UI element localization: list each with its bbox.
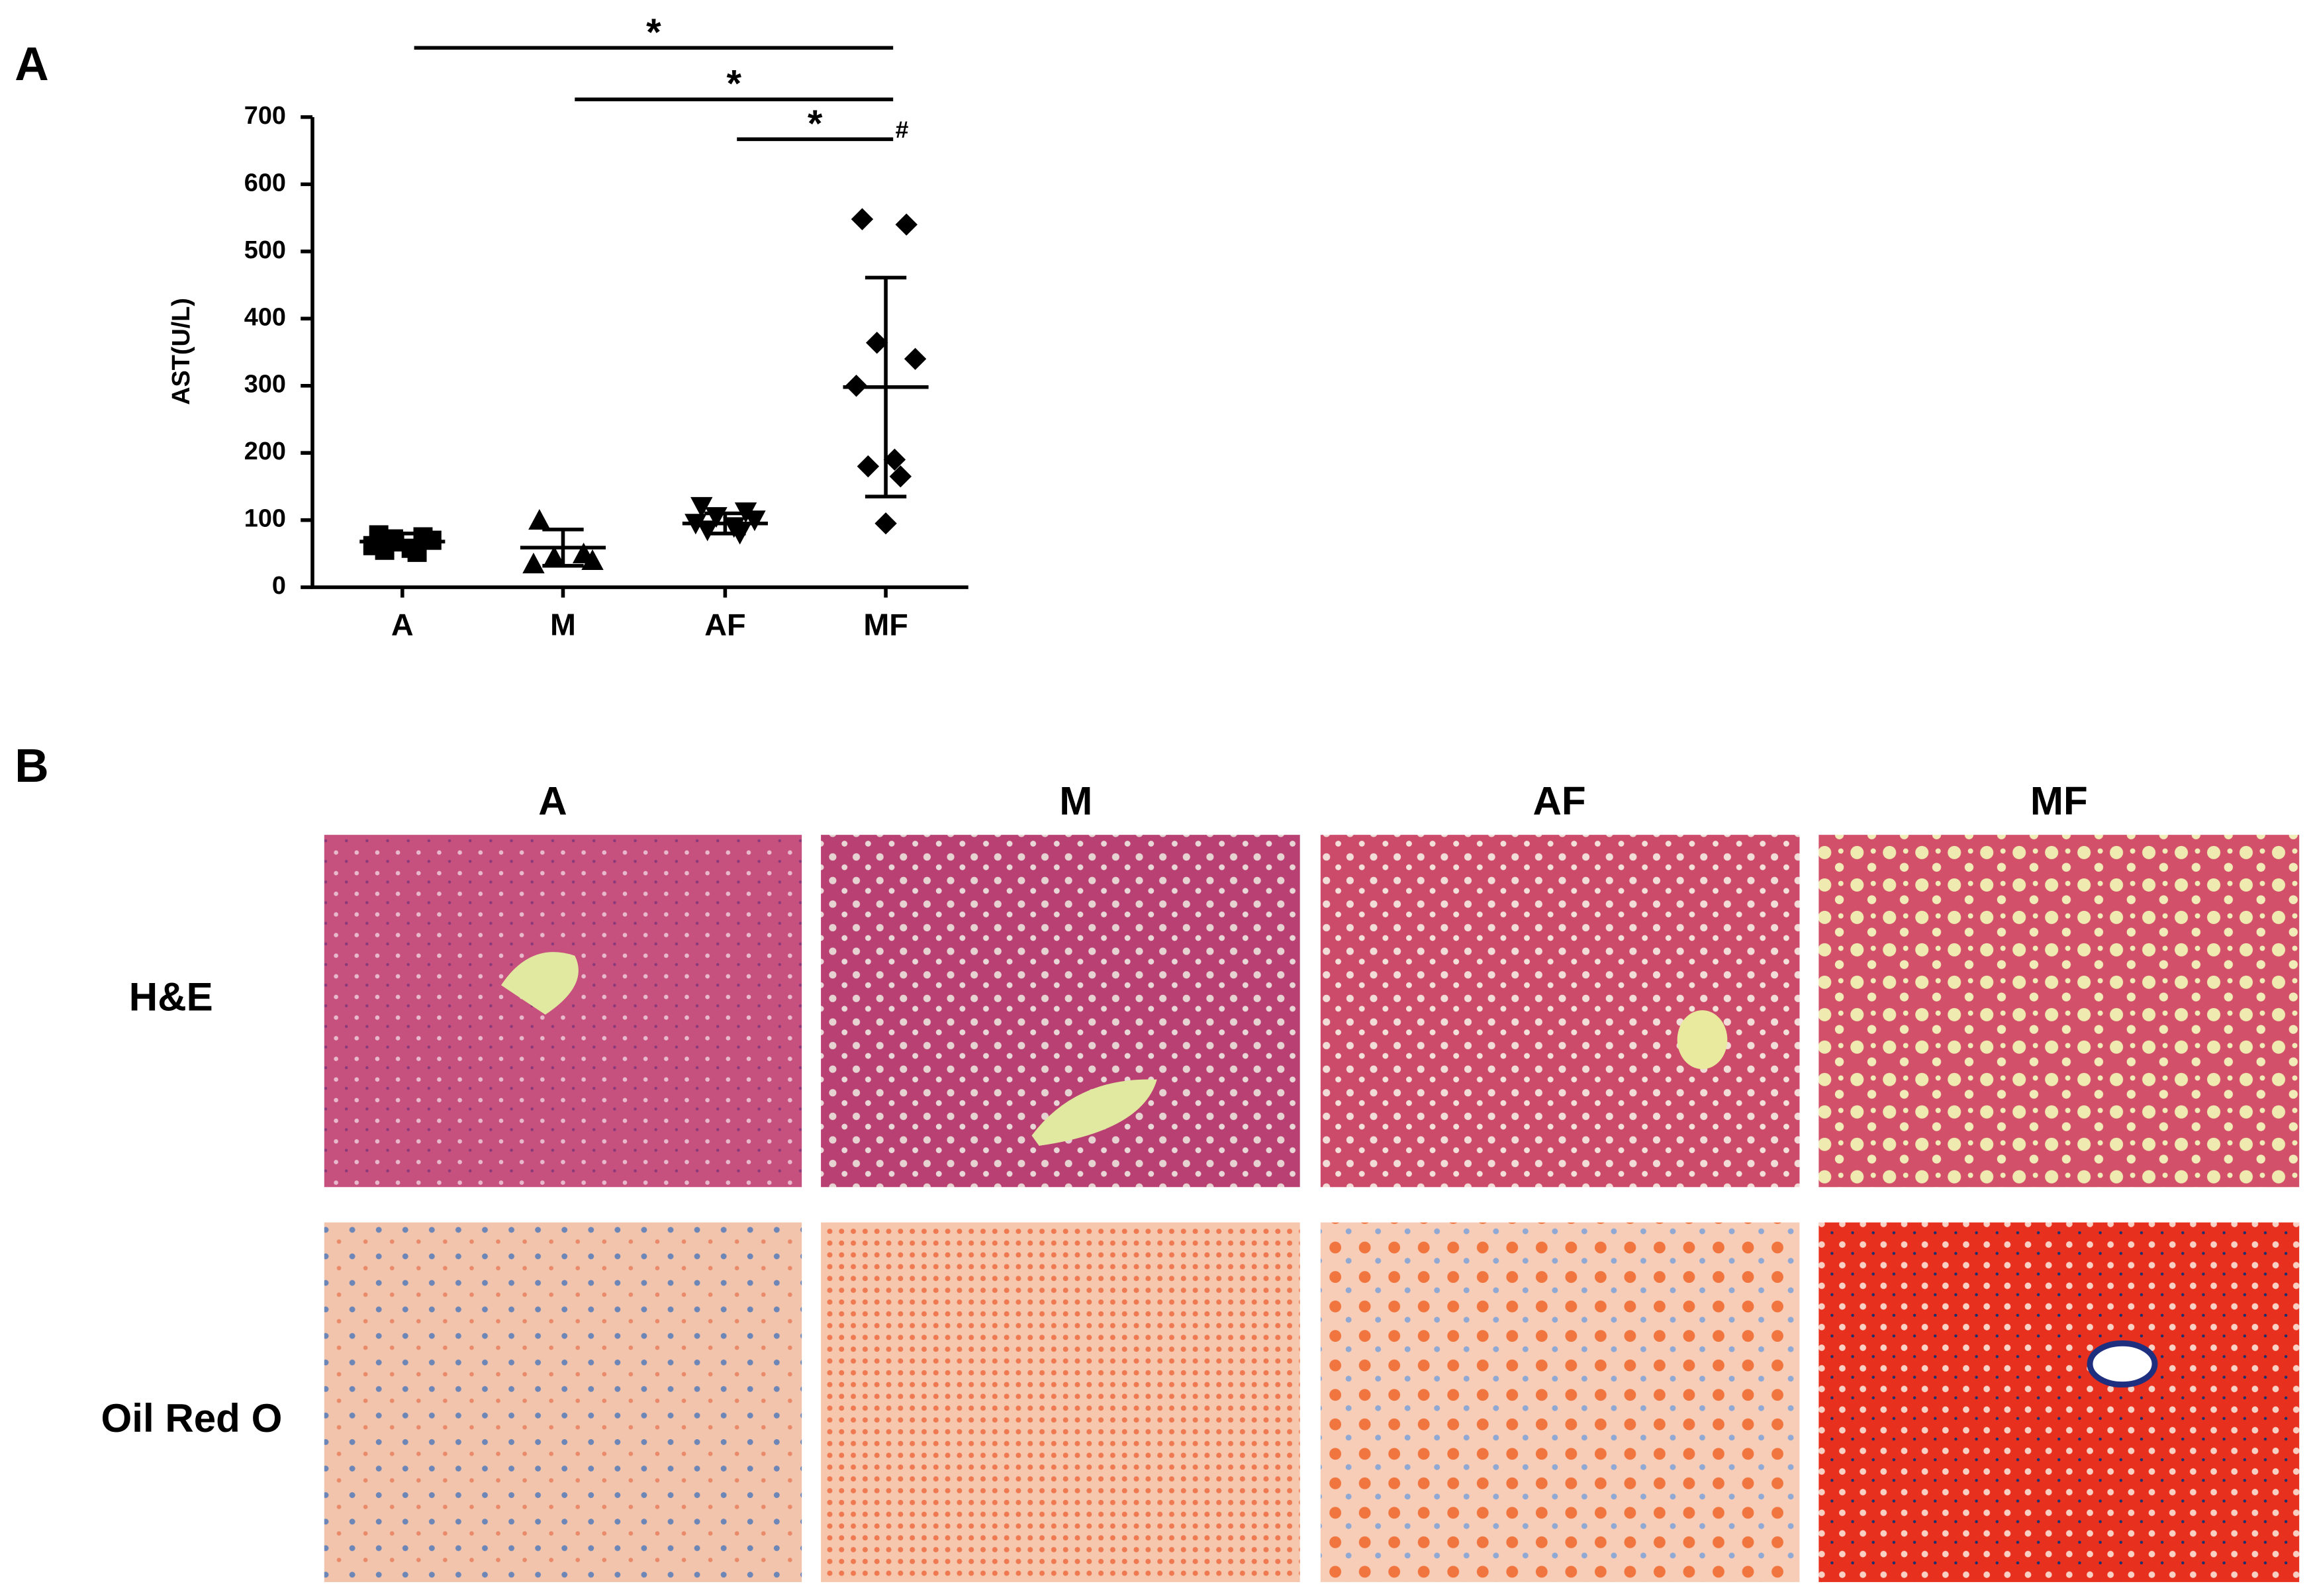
x-tick-label: MF <box>863 608 908 642</box>
data-point <box>851 208 874 230</box>
significance-star: * <box>646 11 661 54</box>
column-label: MF <box>2030 778 2088 823</box>
data-point <box>889 465 912 488</box>
data-point <box>522 552 545 574</box>
data-point <box>743 510 766 532</box>
panel-label: A <box>15 38 48 91</box>
y-tick-label: 600 <box>244 169 286 197</box>
data-point <box>543 545 565 567</box>
vein <box>500 952 579 1015</box>
vein <box>1677 1010 1728 1070</box>
image-oil-a <box>324 1222 802 1582</box>
significance-hash: # <box>896 117 909 143</box>
column-label: A <box>538 778 567 823</box>
panel-label: B <box>15 740 48 792</box>
row-label: Oil Red O <box>101 1396 282 1440</box>
x-tick-label: A <box>391 608 414 642</box>
y-axis-label: AST(U/L) <box>167 298 195 405</box>
data-point <box>904 348 927 370</box>
y-tick-label: 100 <box>244 505 286 533</box>
data-point <box>690 496 713 518</box>
image-he-a <box>324 835 802 1188</box>
y-tick-label: 500 <box>244 236 286 264</box>
y-tick-label: 300 <box>244 371 286 399</box>
image-he-af <box>1320 835 1800 1188</box>
vein <box>1031 1079 1157 1146</box>
y-tick-label: 0 <box>272 572 286 600</box>
y-tick-label: 200 <box>244 438 286 465</box>
image-he-mf <box>1818 835 2300 1188</box>
data-point <box>874 512 897 535</box>
column-label: AF <box>1533 778 1585 823</box>
row-label: H&E <box>129 974 213 1019</box>
column-label: M <box>1059 778 1092 823</box>
image-oil-af <box>1320 1222 1800 1582</box>
data-point <box>895 213 918 236</box>
image-oil-mf <box>1818 1222 2300 1582</box>
x-tick-label: AF <box>704 608 745 642</box>
histology-grid <box>324 835 2300 1582</box>
y-tick-label: 700 <box>244 102 286 130</box>
significance-star: * <box>808 103 823 145</box>
data-point <box>581 549 604 571</box>
vein <box>2087 1340 2158 1388</box>
data-point <box>883 448 906 471</box>
data-point <box>528 508 551 530</box>
data-point <box>696 520 719 541</box>
data-point <box>407 542 427 562</box>
x-tick-label: M <box>550 608 576 642</box>
data-point <box>857 455 880 478</box>
significance-star: * <box>726 63 741 105</box>
y-tick-label: 400 <box>244 303 286 331</box>
image-oil-m <box>821 1222 1300 1582</box>
